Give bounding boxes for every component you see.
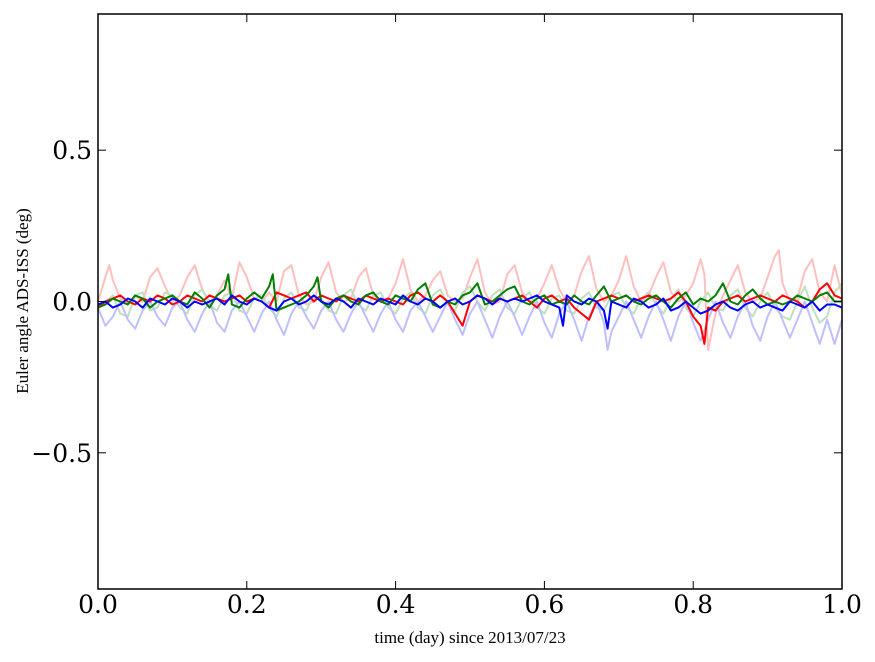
series-line-5 — [97, 294, 843, 330]
x-tick-label: 0.2 — [227, 590, 267, 619]
series-layer — [97, 249, 843, 351]
x-tick-label: 0.6 — [525, 590, 565, 619]
x-tick-label: 1.0 — [822, 590, 862, 619]
y-axis-label: Euler angle ADS-ISS (deg) — [13, 208, 32, 394]
series-line-0 — [97, 249, 843, 351]
series-line-1 — [97, 282, 843, 324]
tick-layer: 0.0 0.2 0.4 0.6 0.8 1.0 0.5 0.0 −0.5 — [31, 14, 862, 619]
y-tick-label: 0.0 — [52, 288, 92, 317]
x-tick-label: 0.0 — [78, 590, 118, 619]
y-tick-label: −0.5 — [31, 439, 92, 468]
x-tick-label: 0.4 — [376, 590, 416, 619]
series-line-4 — [97, 273, 842, 312]
x-axis-label: time (day) since 2013/07/23 — [374, 628, 565, 647]
y-tick-label: 0.5 — [52, 136, 92, 165]
x-tick-label: 0.8 — [673, 590, 713, 619]
